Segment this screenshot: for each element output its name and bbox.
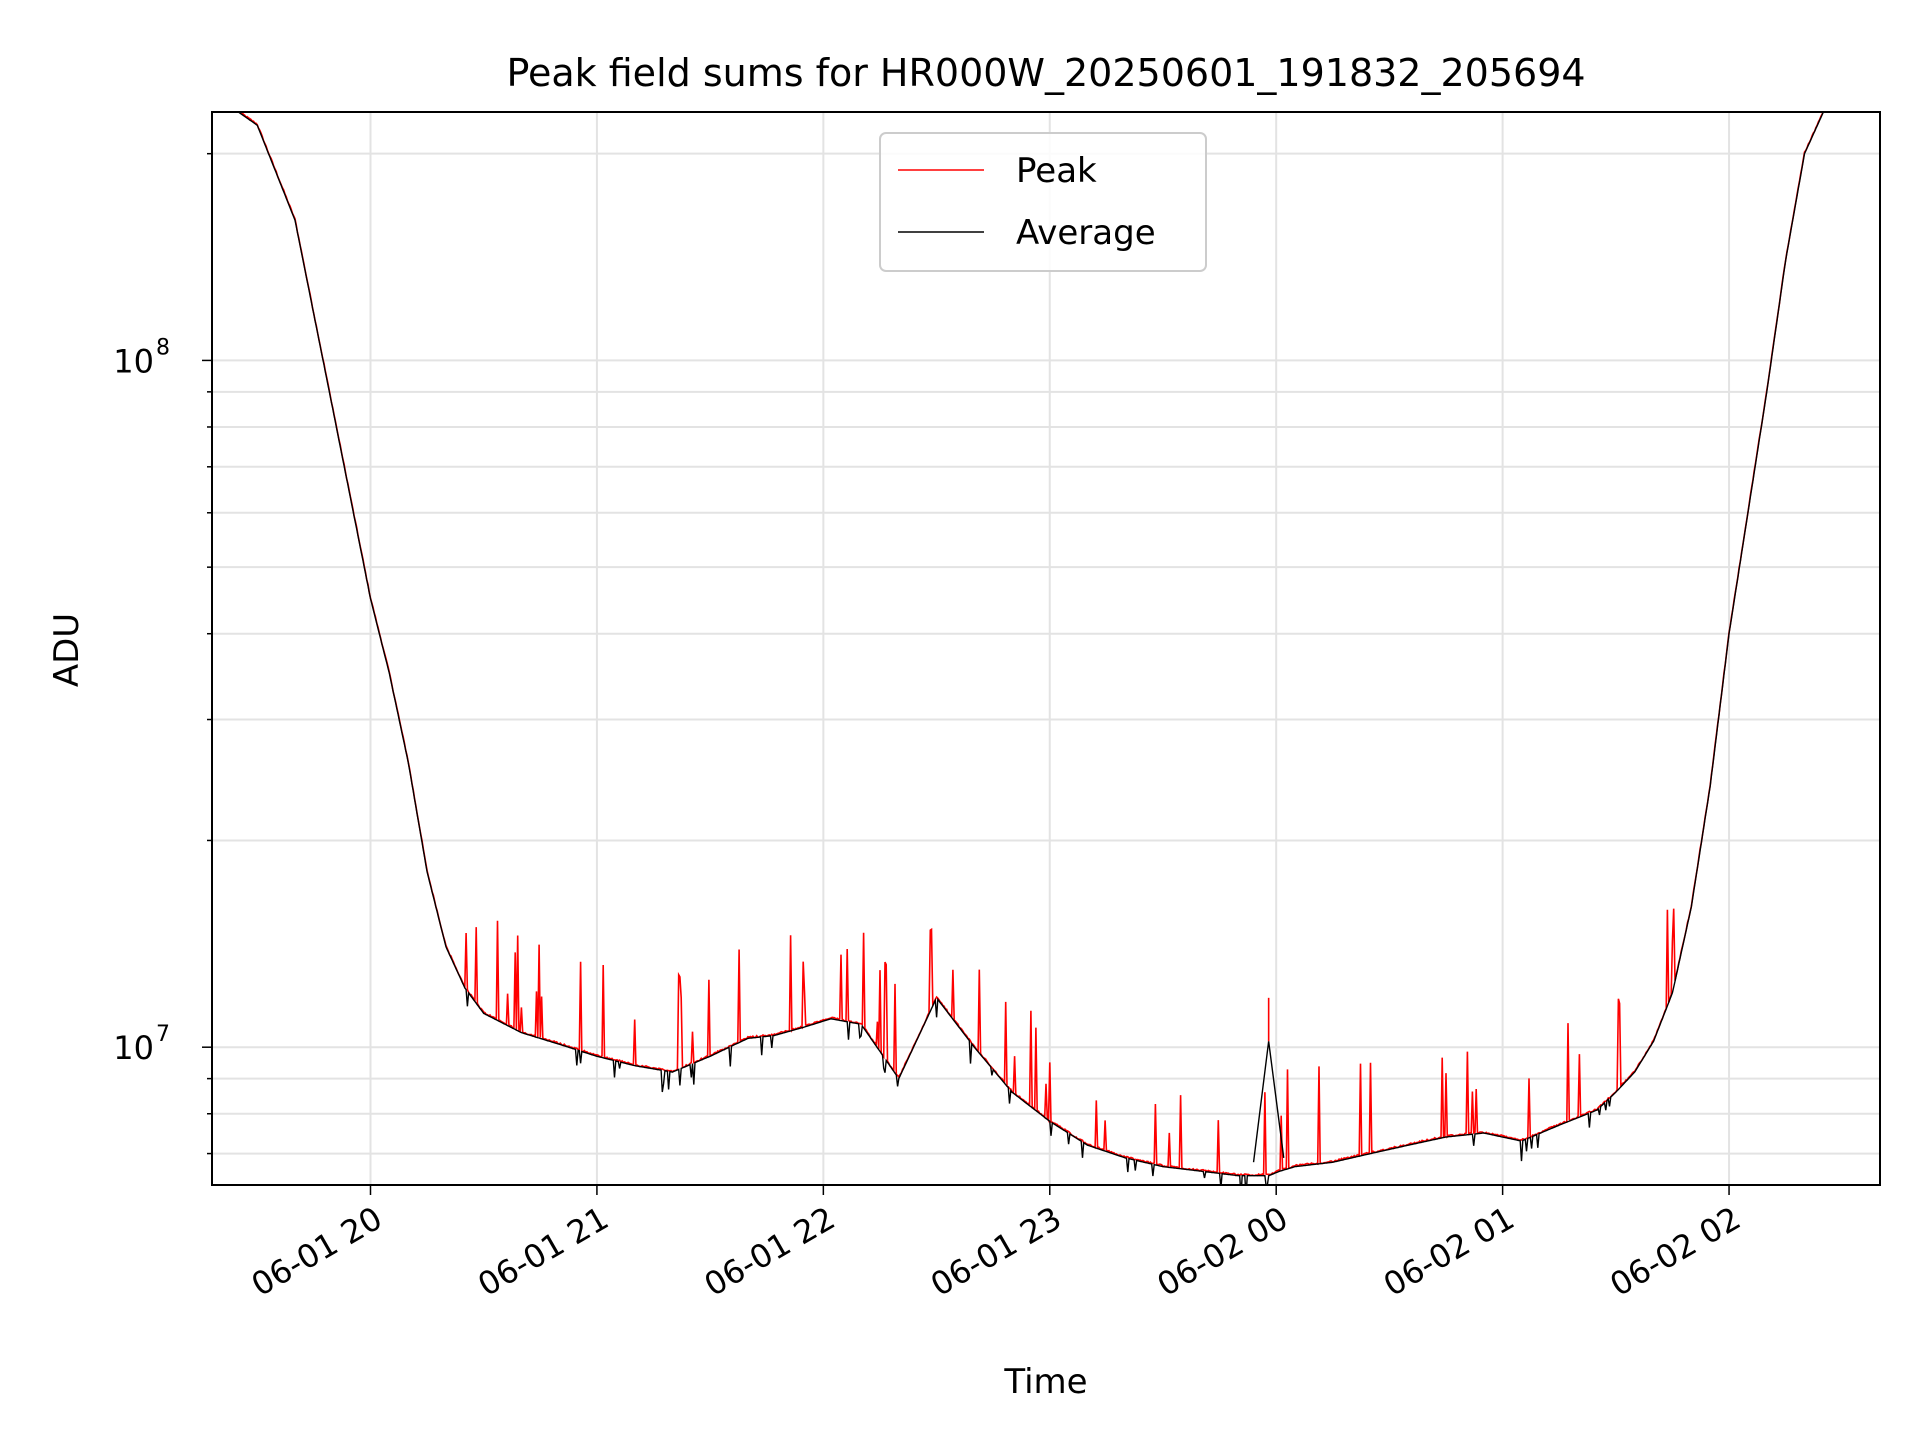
legend-label-average: Average [1016, 213, 1156, 253]
legend: Peak Average [879, 132, 1207, 272]
y-tick-label: 10 [113, 342, 154, 380]
series-average-bump [1252, 1041, 1285, 1163]
y-tick-label-exponent: 7 [156, 1022, 170, 1047]
legend-box [879, 132, 1207, 272]
y-tick-label: 10 [113, 1029, 154, 1067]
plot-frame [211, 111, 1881, 1186]
series-peak [238, 112, 1824, 1177]
y-tick-label-exponent: 8 [156, 335, 170, 360]
series-peak-line [238, 112, 1824, 1177]
grid [212, 112, 1880, 1185]
y-axis-label: ADU [47, 613, 87, 687]
plot-area [238, 112, 1825, 1185]
series-average-line [238, 112, 1825, 1185]
series-average [238, 112, 1825, 1185]
x-axis-label: Time [1003, 1362, 1087, 1402]
chart-title: Peak field sums for HR000W_20250601_1918… [506, 51, 1585, 95]
legend-label-peak: Peak [1016, 151, 1097, 191]
